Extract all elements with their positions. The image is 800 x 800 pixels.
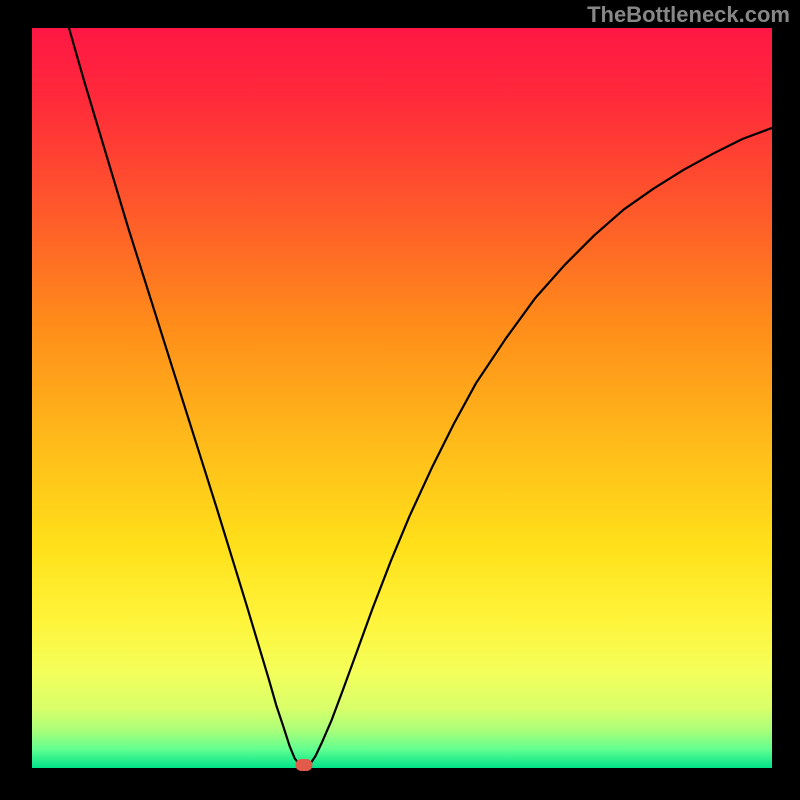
optimal-point-marker (296, 759, 313, 771)
chart-svg (32, 28, 772, 768)
chart-plot-area (32, 28, 772, 768)
watermark-text: TheBottleneck.com (587, 2, 790, 28)
chart-background (32, 28, 772, 768)
